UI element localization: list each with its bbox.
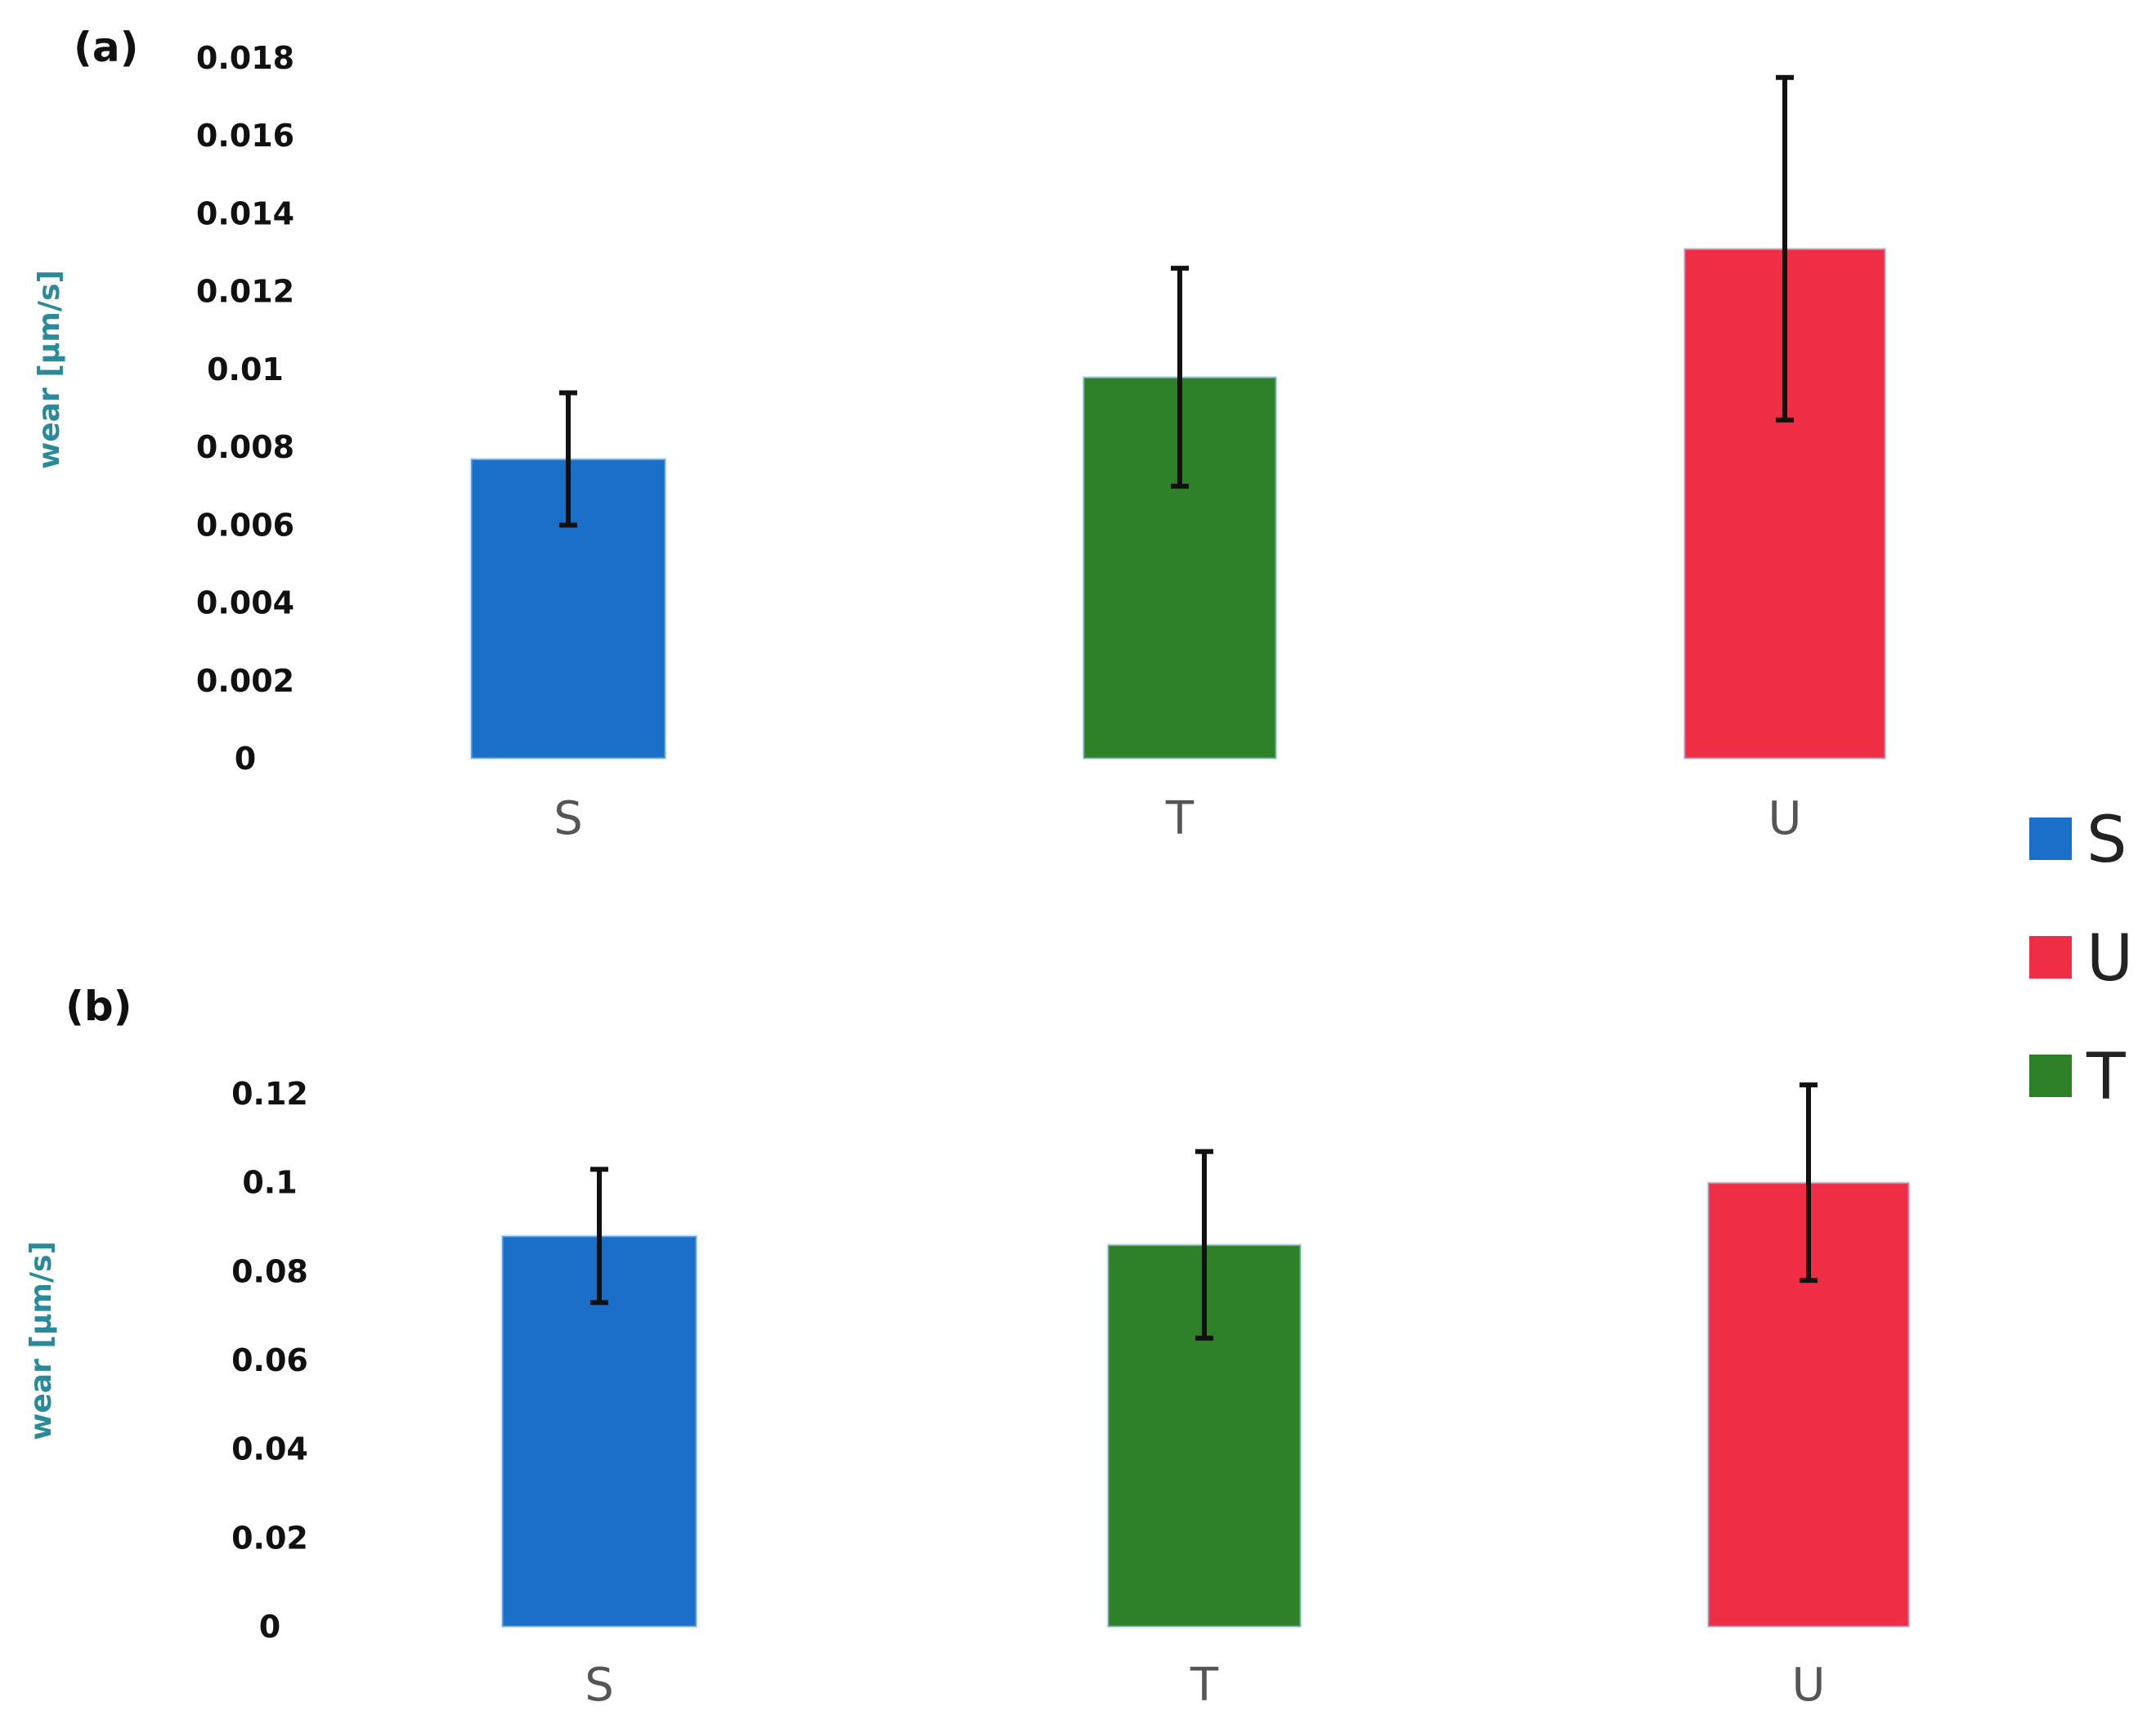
y-tick-label: 0.008: [196, 429, 294, 465]
y-tick-label: 0.12: [231, 1076, 308, 1112]
legend-label-t: T: [2086, 1041, 2126, 1114]
y-tick-label: 0.04: [231, 1431, 308, 1467]
y-tick-label: 0.1: [242, 1165, 297, 1201]
legend-swatch-s: [2029, 817, 2072, 860]
x-category-label: S: [585, 1659, 614, 1712]
y-tick-label: 0.006: [196, 507, 294, 543]
y-tick-label: 0.004: [196, 585, 294, 621]
chart-panel-b: (b) wear [μm/s] 0 0.02 0.04 0.06 0.08 0.1 0.12 S T…: [25, 983, 1911, 1712]
y-axis-label: wear [μm/s]: [33, 270, 66, 469]
x-category-label: S: [554, 792, 583, 845]
legend-swatch-t: [2029, 1055, 2072, 1097]
y-tick-label: 0.01: [207, 352, 284, 387]
y-tick-label: 0.002: [196, 663, 294, 699]
panel-label: (b): [65, 983, 132, 1030]
y-tick-label: 0.016: [196, 118, 294, 154]
panel-label: (a): [74, 24, 138, 71]
y-tick-label: 0.012: [196, 274, 294, 310]
legend-swatch-u: [2029, 936, 2072, 979]
y-axis-label: wear [μm/s]: [25, 1241, 58, 1440]
x-category-label: U: [1792, 1659, 1826, 1712]
legend-label-s: S: [2087, 804, 2127, 877]
x-category-label: U: [1768, 792, 1802, 845]
y-tick-label: 0.018: [196, 40, 294, 76]
chart-panel-a: (a) wear [μm/s] 0 0.002 0.004 0.006 0.008 0.01 0…: [33, 24, 1887, 845]
y-tick-label: 0: [235, 741, 256, 777]
y-tick-label: 0.014: [196, 195, 294, 231]
x-category-label: T: [1165, 792, 1195, 845]
x-category-label: T: [1190, 1659, 1219, 1712]
legend-label-u: U: [2087, 922, 2133, 996]
y-tick-label: 0.02: [231, 1520, 308, 1556]
y-tick-label: 0.06: [231, 1342, 308, 1378]
y-tick-label: 0.08: [231, 1253, 308, 1289]
legend: SUT: [2029, 804, 2133, 1114]
y-tick-label: 0: [259, 1609, 280, 1645]
